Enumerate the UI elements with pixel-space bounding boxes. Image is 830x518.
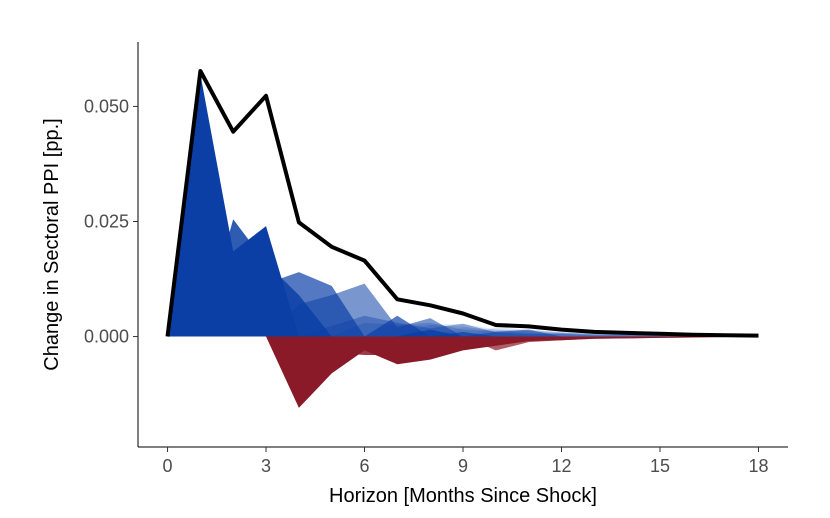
y-axis-ticks: 0.000 0.025 0.050 (84, 96, 138, 347)
x-tick-label: 6 (360, 456, 370, 476)
total-effect-line (165, 69, 759, 338)
x-tick-label: 12 (551, 456, 571, 476)
y-axis-title: Change in Sectoral PPI [pp.] (41, 118, 63, 370)
positive-area-layer-1 (167, 74, 759, 337)
x-tick-label: 15 (650, 456, 670, 476)
plot-areas (167, 74, 759, 408)
x-tick-label: 3 (261, 456, 271, 476)
positive-area-layer-7 (167, 325, 759, 337)
x-axis-title: Horizon [Months Since Shock] (329, 485, 597, 507)
x-tick-label: 0 (163, 456, 173, 476)
positive-area-layer-8 (167, 323, 759, 337)
x-axis-ticks: 0 3 6 9 12 15 18 (163, 447, 768, 476)
y-tick-label: 0.050 (84, 96, 129, 116)
x-tick-label: 9 (458, 456, 468, 476)
y-tick-label: 0.000 (84, 327, 129, 347)
negative-area-layer-1 (167, 336, 759, 408)
positive-area-layer-6 (167, 322, 759, 337)
axes: 0 3 6 9 12 15 18 0.000 0.025 0.050 (84, 42, 788, 476)
x-tick-label: 18 (748, 456, 768, 476)
y-tick-label: 0.025 (84, 211, 129, 231)
total-effect-layer (165, 69, 759, 338)
